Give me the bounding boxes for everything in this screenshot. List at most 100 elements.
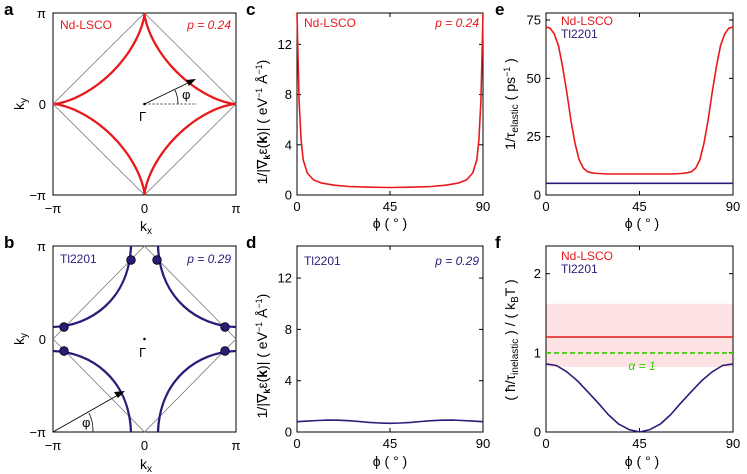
axes-frame-c <box>296 12 484 196</box>
ytick-label: 50 <box>527 71 541 86</box>
phi-arrowhead-a <box>186 79 196 86</box>
ylabel-c: 1/|∇kε(k)| ( eV−1 Å−1) <box>254 60 272 185</box>
hot-spot-marker <box>220 322 230 332</box>
material-label-d: Tl2201 <box>304 254 341 268</box>
xtick-label: 90 <box>476 199 490 214</box>
alpha-annotation: α = 1 <box>628 359 655 373</box>
xlabel-d: ϕ ( ° ) <box>373 453 407 469</box>
material-label-c: Nd-LSCO <box>304 16 356 30</box>
phi-arc-a <box>174 89 179 105</box>
ytick-b-1: 0 <box>39 332 46 347</box>
phi-arrowhead-b <box>114 391 125 398</box>
panel-label-f: f <box>495 233 501 252</box>
panel-label-b: b <box>4 233 14 252</box>
xtick-label: 0 <box>293 199 300 214</box>
ytick-label: 12 <box>278 37 292 52</box>
xtick-label: 45 <box>632 436 646 451</box>
hot-spot-markers <box>59 255 230 356</box>
fermi-surface-panel-b: Tl2201 p = 0.29 Γ φ −π 0 π π 0 −π kx ky <box>11 239 241 474</box>
chart-panel-e: 0 45 90 0 25 50 75 <box>527 12 740 214</box>
xtick-label: 90 <box>476 436 490 451</box>
hot-spot-marker <box>126 255 136 265</box>
fermi-pocket-bottom-right <box>156 349 237 433</box>
chart-panel-c: 0 45 90 0 4 8 12 <box>278 12 490 214</box>
ytick-a-2: −π <box>29 188 46 203</box>
xlabel-e: ϕ ( ° ) <box>625 215 659 231</box>
brillouin-diamond-a <box>52 12 237 196</box>
ytick-label: 75 <box>527 13 541 28</box>
gamma-label-b: Γ <box>139 345 146 360</box>
ytick-b-2: −π <box>29 425 46 440</box>
ytick-label: 4 <box>285 137 292 152</box>
xlabel-b: kx <box>140 456 152 474</box>
series-line-tl2201 <box>545 363 734 433</box>
phi-arc-b <box>88 412 94 433</box>
doping-label-a: p = 0.24 <box>186 18 231 32</box>
ylabel-e: 1/τelastic ( ps−1 ) <box>502 58 521 150</box>
ytick-label: 0 <box>285 425 292 440</box>
ytick-label: 8 <box>285 322 292 337</box>
brillouin-diamond-b <box>52 245 237 433</box>
hot-spot-marker <box>152 255 162 265</box>
series-line-nd-lsco <box>296 12 484 189</box>
fermi-surface-panel-a: Nd-LSCO p = 0.24 Γ φ −π 0 π π 0 −π kx ky <box>11 6 241 237</box>
xtick-a-0: −π <box>45 201 62 216</box>
chart-panel-f: 0 45 90 0 1 2 <box>534 245 740 451</box>
ytick-label: 8 <box>285 87 292 102</box>
legend-e-ndlsco: Nd-LSCO <box>561 14 613 28</box>
panel-label-e: e <box>495 0 504 19</box>
xlabel-f: ϕ ( ° ) <box>625 453 659 469</box>
ylabel-b: ky <box>11 333 30 345</box>
ytick-label: 0 <box>534 425 541 440</box>
legend-e-tl2201: Tl2201 <box>561 27 598 41</box>
ytick-a-1: 0 <box>39 97 46 112</box>
xtick-b-1: 0 <box>141 438 148 453</box>
series-line-nd-lsco <box>545 26 734 175</box>
axes-frame-d <box>296 245 484 433</box>
xtick-a-1: 0 <box>141 201 148 216</box>
chart-panel-d: 0 45 90 0 4 8 12 <box>278 245 490 451</box>
xtick-label: 45 <box>632 199 646 214</box>
legend-f-ndlsco: Nd-LSCO <box>561 249 613 263</box>
phi-arrow-b <box>52 394 119 433</box>
legend-f-tl2201: Tl2201 <box>561 262 598 276</box>
gamma-point-b <box>143 337 146 341</box>
hot-spot-marker <box>59 322 69 332</box>
xlabel-c: ϕ ( ° ) <box>373 215 407 231</box>
xtick-label: 0 <box>293 436 300 451</box>
phi-symbol-b: φ <box>82 415 90 430</box>
ytick-label: 2 <box>534 266 541 281</box>
xtick-label: 0 <box>542 199 549 214</box>
xlabel-a: kx <box>140 218 152 237</box>
ylabel-f: ( ħ/τinelastic ) / ( kBT ) <box>502 279 521 400</box>
panel-label-a: a <box>4 0 14 19</box>
ylabel-d: 1/|∇kε(k)| ( eV−1 Å−1) <box>254 294 272 419</box>
material-label-a: Nd-LSCO <box>60 18 112 32</box>
ytick-b-0: π <box>37 239 46 254</box>
uncertainty-band <box>546 303 733 368</box>
panel-label-c: c <box>246 0 255 19</box>
xtick-label: 90 <box>726 199 740 214</box>
phi-arrow-a <box>144 81 191 105</box>
ytick-a-0: π <box>37 6 46 21</box>
doping-label-d: p = 0.29 <box>434 254 479 268</box>
ytick-label: 4 <box>285 373 292 388</box>
ytick-label: 0 <box>534 188 541 203</box>
doping-label-b: p = 0.29 <box>186 252 231 266</box>
xtick-b-2: π <box>232 438 241 453</box>
fermi-surface-curve-a <box>53 13 236 195</box>
xtick-label: 0 <box>542 436 549 451</box>
ytick-label: 0 <box>285 188 292 203</box>
ylabel-a: ky <box>11 98 30 110</box>
material-label-b: Tl2201 <box>60 252 97 266</box>
hot-spot-marker <box>59 346 69 356</box>
xtick-label: 90 <box>726 436 740 451</box>
panel-label-d: d <box>246 233 256 252</box>
ytick-label: 12 <box>278 271 292 286</box>
ytick-label: 25 <box>527 129 541 144</box>
xtick-label: 45 <box>383 199 397 214</box>
doping-label-c: p = 0.24 <box>434 16 479 30</box>
hot-spot-marker <box>220 346 230 356</box>
xtick-label: 45 <box>383 436 397 451</box>
